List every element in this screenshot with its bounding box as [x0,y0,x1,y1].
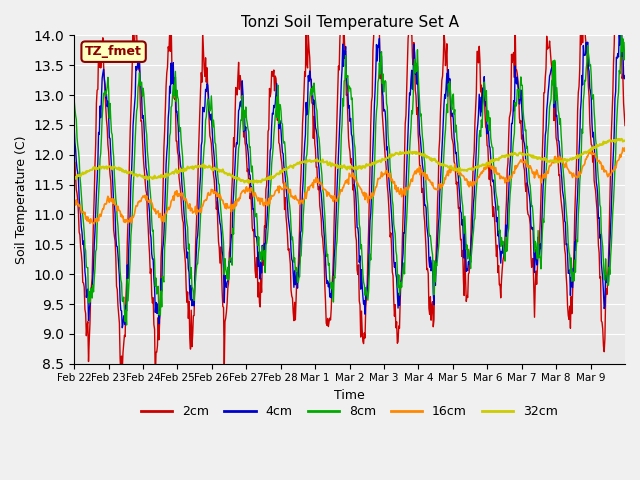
4cm [285,220,292,226]
X-axis label: Time: Time [334,389,365,402]
4cm [136,56,143,61]
Legend: 2cm, 4cm, 8cm, 16cm, 32cm: 2cm, 4cm, 8cm, 16cm, 32cm [136,400,563,423]
8cm [407,125,415,131]
16cm [619,145,627,151]
2cm [237,77,244,83]
4cm [407,77,415,83]
16cm [621,145,629,151]
4cm [237,98,244,104]
Line: 16cm: 16cm [74,148,625,224]
16cm [90,221,98,227]
2cm [407,32,415,37]
2cm [438,77,445,83]
16cm [285,190,292,196]
16cm [407,177,415,182]
4cm [618,20,625,26]
Line: 32cm: 32cm [74,139,625,183]
4cm [621,73,629,79]
8cm [285,198,292,204]
8cm [70,97,78,103]
Line: 4cm: 4cm [74,23,625,328]
8cm [618,27,625,33]
32cm [245,180,253,186]
4cm [118,325,126,331]
8cm [438,192,445,197]
8cm [136,70,143,76]
16cm [438,182,445,188]
4cm [264,193,272,199]
Line: 8cm: 8cm [74,30,625,325]
32cm [618,136,625,142]
4cm [438,148,445,154]
Y-axis label: Soil Temperature (C): Soil Temperature (C) [15,135,28,264]
16cm [264,203,272,209]
16cm [70,201,78,207]
32cm [70,176,78,182]
16cm [237,191,244,196]
4cm [70,123,78,129]
32cm [438,161,445,167]
2cm [70,159,78,165]
8cm [621,40,629,46]
2cm [264,129,272,134]
32cm [236,177,244,183]
32cm [135,172,143,178]
32cm [407,150,415,156]
32cm [264,175,272,180]
Line: 2cm: 2cm [74,0,625,381]
8cm [123,322,131,328]
2cm [285,246,292,252]
2cm [621,123,629,129]
8cm [237,117,244,123]
2cm [135,67,143,73]
8cm [264,226,272,232]
2cm [152,378,159,384]
32cm [285,165,292,171]
16cm [136,198,143,204]
32cm [621,138,629,144]
Text: TZ_fmet: TZ_fmet [85,45,142,58]
Title: Tonzi Soil Temperature Set A: Tonzi Soil Temperature Set A [241,15,459,30]
